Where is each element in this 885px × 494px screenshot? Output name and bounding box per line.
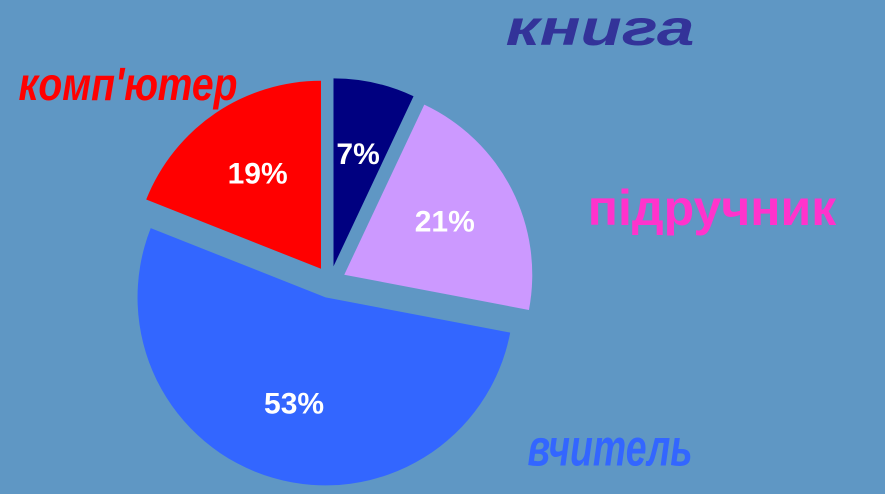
pie-slice	[146, 80, 322, 269]
category-label: вчитель	[527, 419, 692, 478]
value-label: 7%	[336, 138, 379, 171]
pie-slice	[344, 104, 533, 310]
category-label: книга	[506, 0, 695, 56]
pie-slice	[137, 228, 511, 486]
value-label: 19%	[228, 157, 288, 190]
value-label: 21%	[415, 205, 475, 238]
category-label: комп'ютер	[19, 59, 238, 111]
pie-slice	[333, 78, 414, 267]
category-label: підручник	[588, 180, 837, 236]
value-label: 53%	[264, 388, 324, 421]
